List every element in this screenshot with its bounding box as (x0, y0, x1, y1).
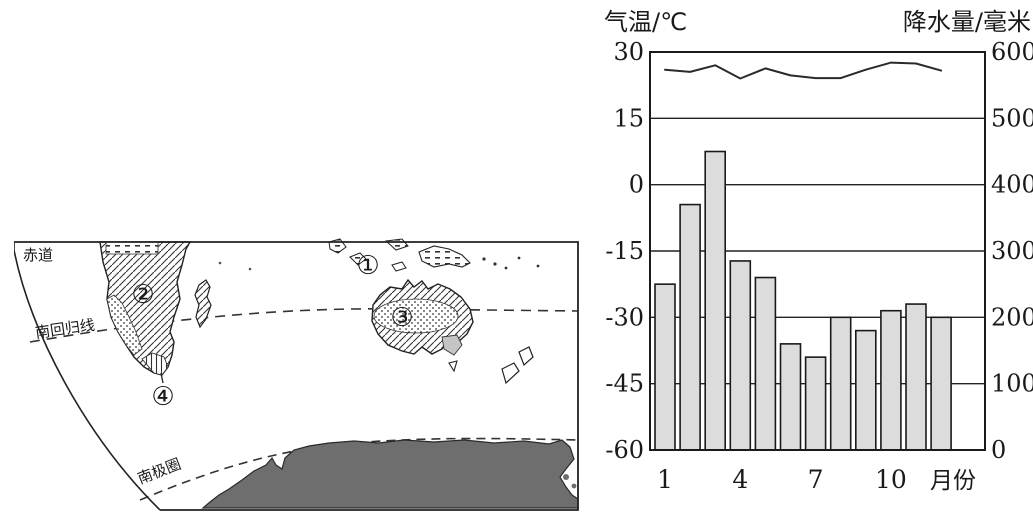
map-marker-2: ② (131, 280, 154, 310)
precip-bar-month-2 (679, 203, 701, 451)
right-axis-tick: 500 (991, 104, 1033, 132)
right-axis-tick: 600 (991, 38, 1033, 66)
x-axis-tick: 4 (732, 465, 748, 494)
right-axis-title: 降水量/毫米 (903, 8, 1031, 36)
archipelago-island (384, 238, 409, 251)
small-island (504, 266, 508, 270)
map-marker-4: ④ (151, 382, 174, 412)
africa-cape-patch (141, 352, 169, 376)
precip-bar-month-5 (754, 276, 777, 451)
x-axis-tick: 1 (657, 465, 673, 494)
precip-bar-month-4 (729, 260, 752, 451)
small-island (517, 256, 521, 260)
new-zealand-south-island (501, 362, 520, 385)
tropic-of-capricorn-line (29, 308, 579, 343)
left-axis-tick: 30 (613, 38, 644, 66)
left-axis-title: 气温/℃ (604, 8, 687, 36)
precip-bar-month-7 (804, 356, 827, 451)
equator-label: 赤道 (23, 246, 53, 264)
australia-desert-patch (373, 298, 459, 334)
archipelago-island (349, 252, 367, 266)
archipelago-island (391, 261, 407, 272)
left-axis-tick: -60 (605, 436, 644, 464)
climate-chart: 30 600 15 500 0 400 -15 300 -30 200 -45 100 -60 0 1 4 7 1… (604, 8, 1033, 494)
small-island (482, 257, 486, 261)
left-axis-tick: 15 (613, 104, 644, 132)
left-axis-tick: -15 (605, 237, 644, 265)
region-map: 赤道 南回归线 南极圈 ① ② ③ ④ (14, 238, 579, 511)
precip-bar-month-12 (930, 316, 952, 451)
australia-se-patch (441, 334, 463, 356)
right-axis-tick: 200 (991, 303, 1033, 331)
small-island (493, 262, 497, 266)
left-axis-tick: -30 (605, 303, 644, 331)
island-dot (571, 483, 577, 489)
antarctic-circle-label: 南极圈 (135, 455, 183, 488)
x-axis-tick: 7 (808, 465, 824, 494)
right-axis-tick: 300 (991, 237, 1033, 265)
right-axis-tick: 0 (991, 436, 1006, 464)
small-island (536, 264, 540, 268)
precip-bar-month-1 (654, 283, 676, 451)
antarctica-landmass (201, 439, 579, 509)
new-zealand-north-island (518, 346, 534, 367)
left-axis-tick: -45 (605, 370, 644, 398)
precip-bar-month-8 (829, 316, 852, 451)
small-island (248, 267, 252, 271)
plot-frame (649, 51, 986, 451)
precip-bar-month-11 (905, 303, 927, 451)
africa-equator-strip (105, 241, 159, 255)
small-island (218, 261, 222, 265)
africa-desert-patch (106, 294, 143, 356)
map-marker-3: ③ (390, 303, 413, 333)
map-marker-1: ① (356, 251, 379, 281)
right-axis-tick: 400 (991, 171, 1033, 199)
precip-bar-month-6 (779, 343, 802, 451)
temp-line (664, 61, 943, 80)
tropic-of-capricorn-label: 南回归线 (34, 316, 96, 342)
right-axis-tick: 100 (991, 370, 1033, 398)
tasmania-island (448, 360, 458, 373)
precip-bar-month-10 (880, 309, 902, 451)
island-dot (563, 474, 569, 480)
map-left-curved-border (14, 242, 161, 511)
map-frame (14, 241, 579, 511)
marker-4-leader-line (160, 372, 164, 384)
precip-bar-month-9 (855, 329, 877, 451)
madagascar-island (194, 279, 212, 329)
precip-bar-month-3 (704, 150, 726, 451)
left-axis-tick: 0 (629, 171, 644, 199)
x-axis-tick: 10 (875, 465, 907, 494)
new-guinea-island (418, 245, 471, 268)
x-axis-unit-label: 月份 (930, 468, 976, 494)
